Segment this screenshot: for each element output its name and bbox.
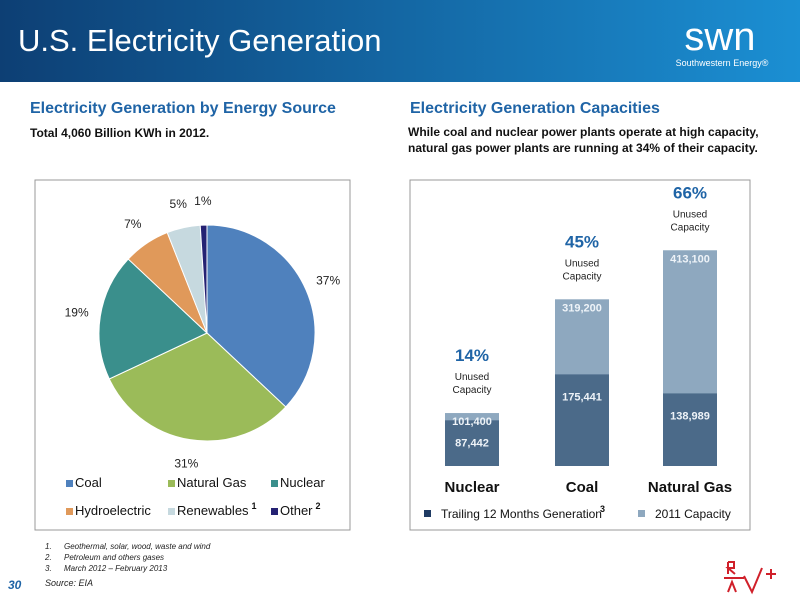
legend-swatch (271, 480, 278, 487)
legend-label: Nuclear (280, 475, 325, 490)
legend-label: Coal (75, 475, 102, 490)
slice-label: 7% (124, 217, 142, 231)
slice-label: 37% (316, 274, 340, 288)
legend-label: 2011 Capacity (655, 507, 731, 521)
pie-frame (34, 179, 351, 531)
capacity-label: 101,400 (452, 416, 492, 428)
bar-subtitle-box: While coal and nuclear power plants oper… (408, 125, 759, 155)
footnote-text: Petroleum and others gases (64, 553, 164, 562)
legend-note: 1 (252, 501, 257, 511)
generation-label: 87,442 (455, 437, 489, 449)
pie-subtitle: Total 4,060 Billion KWh in 2012. (30, 126, 209, 140)
logo-stroke (725, 561, 736, 575)
unused-pct: 45% (565, 232, 599, 251)
capacity-label: 319,200 (562, 302, 602, 314)
legend-label: Hydroelectric (75, 503, 151, 518)
legend-note: 3 (600, 504, 605, 514)
legend-swatch (168, 480, 175, 487)
legend-swatch (66, 508, 73, 515)
slice-label: 1% (194, 194, 212, 208)
unused-label: Capacity (453, 385, 492, 396)
logo-stroke (727, 579, 737, 593)
logo-stroke (766, 569, 776, 579)
x-tick-label: Nuclear (444, 479, 499, 496)
legend-label: Renewables (177, 503, 249, 518)
unused-pct: 66% (673, 183, 707, 202)
bar-title: Electricity Generation Capacities (410, 100, 660, 117)
footnote-text: Geothermal, solar, wood, waste and wind (64, 542, 211, 551)
pie-slice (108, 332, 287, 442)
generation-bar (555, 374, 609, 466)
legend-note: 2 (316, 501, 321, 511)
x-tick-label: Natural Gas (648, 479, 732, 496)
capacity-label: 413,100 (670, 253, 710, 265)
logo-stroke (743, 567, 763, 595)
unused-label: Unused (673, 209, 707, 220)
generation-bar (445, 420, 499, 466)
slice-label: 5% (170, 197, 188, 211)
footnote-number: 1. (45, 542, 52, 551)
logo-subtitle: Southwestern Energy® (676, 58, 769, 68)
generation-label: 138,989 (670, 410, 710, 422)
slice-label: 19% (65, 305, 89, 319)
legend-swatch (271, 508, 278, 515)
footnote-text: March 2012 – February 2013 (64, 564, 168, 573)
legend-swatch (424, 510, 431, 517)
footnote-number: 3. (45, 564, 52, 573)
unused-label: Unused (565, 258, 599, 269)
pie-slice (206, 224, 316, 408)
pie-slice (98, 258, 208, 380)
unused-pct: 14% (455, 346, 489, 365)
footnote-number: 2. (44, 553, 52, 562)
source: Source: EIA (45, 578, 93, 588)
page-number: 30 (8, 578, 22, 592)
x-tick-label: Coal (566, 479, 599, 496)
unused-label: Capacity (671, 222, 710, 233)
logo: swn (684, 15, 755, 59)
slice-label: 31% (174, 456, 198, 470)
pie-slice (199, 224, 208, 334)
legend-swatch (168, 508, 175, 515)
legend-label: Trailing 12 Months Generation (441, 507, 602, 521)
slide-title: U.S. Electricity Generation (18, 23, 382, 58)
unused-label: Capacity (563, 271, 602, 282)
bar-subtitle: While coal and nuclear power plants oper… (408, 125, 759, 155)
footer-logo (724, 561, 776, 595)
unused-label: Unused (455, 372, 489, 383)
generation-bar (663, 393, 717, 466)
legend-swatch (66, 480, 73, 487)
legend-label: Natural Gas (177, 475, 247, 490)
generation-label: 175,441 (562, 391, 602, 403)
bar-frame (409, 179, 751, 531)
pie-title: Electricity Generation by Energy Source (30, 100, 336, 117)
legend-swatch (638, 510, 645, 517)
legend-label: Other (280, 503, 313, 518)
header-bar (0, 0, 800, 82)
footnotes: 1. Geothermal, solar, wood, waste and win… (44, 542, 211, 573)
